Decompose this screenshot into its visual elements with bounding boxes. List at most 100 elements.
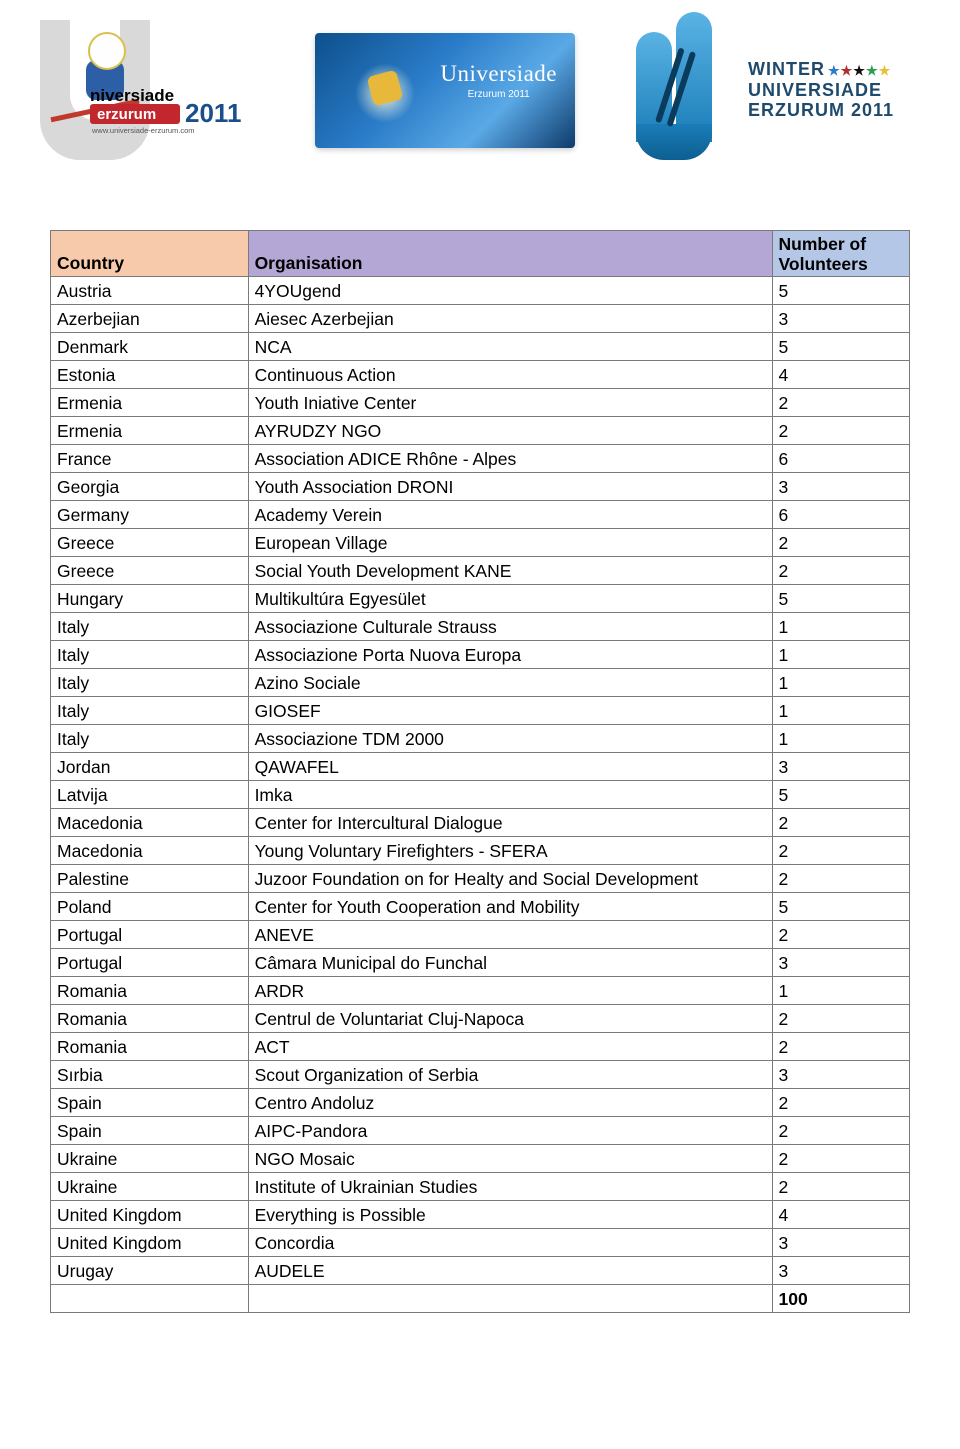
table-row: MacedoniaYoung Voluntary Firefighters - … bbox=[51, 837, 910, 865]
cell-country: Hungary bbox=[51, 585, 249, 613]
cell-country: Macedonia bbox=[51, 837, 249, 865]
cell-organisation: AUDELE bbox=[248, 1257, 772, 1285]
cell-volunteers: 3 bbox=[772, 1257, 909, 1285]
cell-volunteers: 3 bbox=[772, 949, 909, 977]
table-row: ErmeniaAYRUDZY NGO2 bbox=[51, 417, 910, 445]
cell-volunteers: 4 bbox=[772, 1201, 909, 1229]
cell-volunteers: 1 bbox=[772, 725, 909, 753]
table-row: ItalyAssociazione Porta Nuova Europa1 bbox=[51, 641, 910, 669]
cell-organisation: Center for Intercultural Dialogue bbox=[248, 809, 772, 837]
cell-country: Austria bbox=[51, 277, 249, 305]
table-row: PortugalCâmara Municipal do Funchal3 bbox=[51, 949, 910, 977]
table-row: PortugalANEVE2 bbox=[51, 921, 910, 949]
logo1-title: niversiade bbox=[90, 86, 174, 105]
table-row: PolandCenter for Youth Cooperation and M… bbox=[51, 893, 910, 921]
logo3-line2: UNIVERSIADE bbox=[748, 80, 894, 101]
logo3-line1: WINTER bbox=[748, 59, 825, 80]
cell-organisation: Concordia bbox=[248, 1229, 772, 1257]
cell-volunteers: 2 bbox=[772, 1117, 909, 1145]
table-row: ItalyAssociazione TDM 20001 bbox=[51, 725, 910, 753]
cell-organisation: Associazione Porta Nuova Europa bbox=[248, 641, 772, 669]
cell-country: Ermenia bbox=[51, 417, 249, 445]
cell-country: Sırbia bbox=[51, 1061, 249, 1089]
cell-country: Romania bbox=[51, 1005, 249, 1033]
table-row: UkraineInstitute of Ukrainian Studies2 bbox=[51, 1173, 910, 1201]
cell-volunteers: 4 bbox=[772, 361, 909, 389]
table-row: LatvijaImka5 bbox=[51, 781, 910, 809]
cell-volunteers: 5 bbox=[772, 893, 909, 921]
logo2-subtitle: Erzurum 2011 bbox=[440, 89, 557, 100]
cell-country: Macedonia bbox=[51, 809, 249, 837]
cell-volunteers: 2 bbox=[772, 921, 909, 949]
cell-total: 100 bbox=[772, 1285, 909, 1313]
table-row: United KingdomEverything is Possible4 bbox=[51, 1201, 910, 1229]
cell-organisation: Scout Organization of Serbia bbox=[248, 1061, 772, 1089]
table-row: ItalyGIOSEF1 bbox=[51, 697, 910, 725]
table-row: ItalyAssociazione Culturale Strauss1 bbox=[51, 613, 910, 641]
logo-universiade-banner: Universiade Erzurum 2011 bbox=[315, 33, 575, 148]
cell-country: Italy bbox=[51, 641, 249, 669]
cell-volunteers: 2 bbox=[772, 809, 909, 837]
table-row: Austria4YOUgend5 bbox=[51, 277, 910, 305]
logo-winter-universiade: WINTER ★★★★★ UNIVERSIADE ERZURUM 2011 bbox=[610, 20, 910, 160]
cell-volunteers: 5 bbox=[772, 333, 909, 361]
cell-volunteers: 5 bbox=[772, 781, 909, 809]
u-shape-icon bbox=[626, 20, 736, 160]
cell-organisation: Social Youth Development KANE bbox=[248, 557, 772, 585]
cell-country: Portugal bbox=[51, 921, 249, 949]
cell-organisation: ARDR bbox=[248, 977, 772, 1005]
table-row: SpainAIPC-Pandora2 bbox=[51, 1117, 910, 1145]
document-page: niversiade erzurum 2011 www.universiade-… bbox=[0, 0, 960, 1353]
cell-country: Azerbejian bbox=[51, 305, 249, 333]
table-row: RomaniaARDR1 bbox=[51, 977, 910, 1005]
table-row: GreeceSocial Youth Development KANE2 bbox=[51, 557, 910, 585]
cell-organisation: AIPC-Pandora bbox=[248, 1117, 772, 1145]
cell-organisation: AYRUDZY NGO bbox=[248, 417, 772, 445]
cell-country: Estonia bbox=[51, 361, 249, 389]
cell-organisation: Aiesec Azerbejian bbox=[248, 305, 772, 333]
logo1-text: niversiade erzurum 2011 www.universiade-… bbox=[90, 85, 290, 140]
cell-organisation: Youth Iniative Center bbox=[248, 389, 772, 417]
cell-country: Georgia bbox=[51, 473, 249, 501]
table-row: FranceAssociation ADICE Rhône - Alpes6 bbox=[51, 445, 910, 473]
cell-organisation: Associazione TDM 2000 bbox=[248, 725, 772, 753]
cell-country: Ukraine bbox=[51, 1173, 249, 1201]
cell-country: Urugay bbox=[51, 1257, 249, 1285]
cell-organisation: ACT bbox=[248, 1033, 772, 1061]
cell-country: Germany bbox=[51, 501, 249, 529]
table-row: RomaniaACT2 bbox=[51, 1033, 910, 1061]
cell-country: Italy bbox=[51, 697, 249, 725]
table-row: ItalyAzino Sociale1 bbox=[51, 669, 910, 697]
cell-country: Romania bbox=[51, 977, 249, 1005]
table-row: MacedoniaCenter for Intercultural Dialog… bbox=[51, 809, 910, 837]
skier-icon bbox=[370, 73, 410, 123]
cell-organisation: Juzoor Foundation on for Healty and Soci… bbox=[248, 865, 772, 893]
table-total-row: 100 bbox=[51, 1285, 910, 1313]
table-row: United KingdomConcordia3 bbox=[51, 1229, 910, 1257]
table-row: GreeceEuropean Village2 bbox=[51, 529, 910, 557]
cell-volunteers: 2 bbox=[772, 557, 909, 585]
header-logos: niversiade erzurum 2011 www.universiade-… bbox=[50, 20, 910, 160]
volunteers-table: Country Organisation Number of Volunteer… bbox=[50, 230, 910, 1313]
cell-volunteers: 2 bbox=[772, 1089, 909, 1117]
cell-organisation: Institute of Ukrainian Studies bbox=[248, 1173, 772, 1201]
table-row: AzerbejianAiesec Azerbejian3 bbox=[51, 305, 910, 333]
cell-organisation: ANEVE bbox=[248, 921, 772, 949]
cell-volunteers: 3 bbox=[772, 753, 909, 781]
table-row: DenmarkNCA5 bbox=[51, 333, 910, 361]
cell-country: Palestine bbox=[51, 865, 249, 893]
cell-organisation: Everything is Possible bbox=[248, 1201, 772, 1229]
logo1-year: 2011 bbox=[185, 98, 241, 128]
cell-country: Portugal bbox=[51, 949, 249, 977]
cell-volunteers: 2 bbox=[772, 529, 909, 557]
fisu-stars-icon: ★★★★★ bbox=[828, 59, 891, 80]
cell-country: Poland bbox=[51, 893, 249, 921]
table-row: RomaniaCentrul de Voluntariat Cluj-Napoc… bbox=[51, 1005, 910, 1033]
table-row: JordanQAWAFEL3 bbox=[51, 753, 910, 781]
cell-organisation: NCA bbox=[248, 333, 772, 361]
cell-country: Ukraine bbox=[51, 1145, 249, 1173]
cell-volunteers: 2 bbox=[772, 865, 909, 893]
cell-country: Italy bbox=[51, 613, 249, 641]
cell-country: United Kingdom bbox=[51, 1201, 249, 1229]
table-row: EstoniaContinuous Action4 bbox=[51, 361, 910, 389]
